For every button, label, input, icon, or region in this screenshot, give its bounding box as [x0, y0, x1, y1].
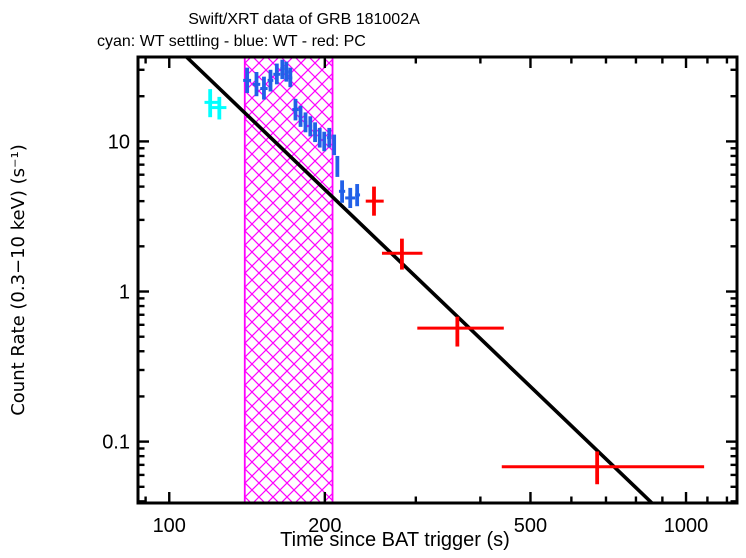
y-axis-label: Count Rate (0.3−10 keV) (s⁻¹)	[8, 144, 29, 416]
series-wt-settling	[204, 89, 227, 120]
chart-subtitle: cyan: WT settling - blue: WT - red: PC	[97, 33, 366, 50]
series-pc	[365, 186, 705, 485]
plot-frame	[136, 55, 739, 505]
y-tick-label: 10	[108, 131, 130, 153]
x-axis-label: Time since BAT trigger (s)	[280, 529, 510, 551]
chart-title: Swift/XRT data of GRB 181002A	[188, 11, 420, 28]
x-tick-label: 1000	[664, 515, 709, 537]
y-tick-label: 1	[119, 282, 130, 304]
x-tick-label: 100	[153, 515, 186, 537]
tick-labels: 100 200 500 1000 10 1 0.1	[102, 131, 708, 537]
x-tick-label: 200	[308, 515, 341, 537]
series-wt	[243, 59, 361, 209]
fit-line	[185, 55, 654, 505]
x-tick-label: 500	[514, 515, 547, 537]
y-tick-label: 0.1	[102, 432, 130, 454]
axis-ticks	[138, 57, 737, 503]
